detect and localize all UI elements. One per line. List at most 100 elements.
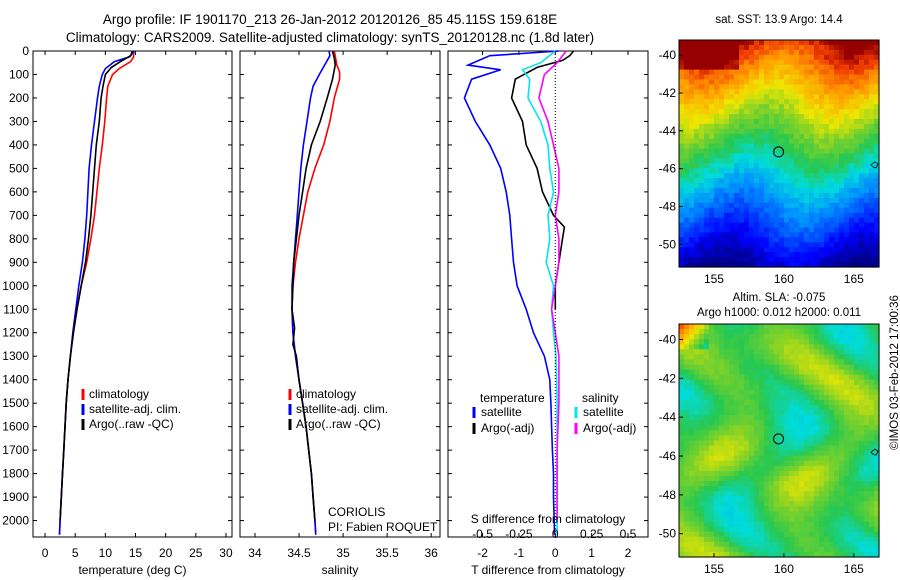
heatmap-cell bbox=[759, 551, 765, 558]
heatmap-cell bbox=[859, 506, 865, 513]
heatmap-cell bbox=[814, 257, 820, 263]
heatmap-cell bbox=[749, 192, 755, 199]
heatmap-cell bbox=[759, 74, 765, 81]
heatmap-cell bbox=[764, 394, 770, 401]
heatmap-cell bbox=[729, 546, 735, 553]
heatmap-cell bbox=[709, 415, 715, 421]
heatmap-cell bbox=[709, 183, 715, 189]
heatmap-cell bbox=[804, 344, 810, 350]
heatmap-cell bbox=[834, 394, 840, 401]
heatmap-cell bbox=[769, 74, 775, 81]
heatmap-cell bbox=[769, 153, 775, 160]
heatmap-cell bbox=[719, 54, 725, 61]
heatmap-cell bbox=[769, 420, 775, 426]
heatmap-cell bbox=[839, 252, 845, 258]
heatmap-cell bbox=[839, 364, 845, 371]
heatmap-cell bbox=[739, 94, 745, 100]
heatmap-cell bbox=[694, 54, 700, 61]
heatmap-cell bbox=[764, 339, 770, 345]
heatmap-cell bbox=[694, 207, 700, 214]
heatmap-cell bbox=[679, 359, 685, 366]
heatmap-cell bbox=[704, 435, 710, 442]
heatmap-cell bbox=[744, 212, 750, 219]
heatmap-cell bbox=[764, 399, 770, 406]
heatmap-cell bbox=[754, 440, 760, 447]
heatmap-cell bbox=[809, 455, 815, 462]
heatmap-cell bbox=[694, 405, 700, 411]
heatmap-cell bbox=[699, 237, 705, 243]
heatmap-cell bbox=[699, 89, 705, 95]
heatmap-cell bbox=[754, 486, 760, 492]
heatmap-cell bbox=[799, 435, 805, 442]
heatmap-cell bbox=[774, 435, 780, 442]
heatmap-cell bbox=[864, 49, 870, 56]
heatmap-cell bbox=[874, 237, 880, 243]
heatmap-cell bbox=[679, 212, 685, 219]
heatmap-cell bbox=[869, 94, 875, 100]
heatmap-cell bbox=[834, 138, 840, 145]
heatmap-cell bbox=[709, 94, 715, 100]
heatmap-cell bbox=[754, 475, 760, 482]
heatmap-cell bbox=[749, 44, 755, 51]
heatmap-cell bbox=[854, 394, 860, 401]
heatmap-cell bbox=[794, 109, 800, 115]
heatmap-cell bbox=[854, 481, 860, 487]
heatmap-cell bbox=[799, 410, 805, 416]
heatmap-cell bbox=[869, 470, 875, 477]
heatmap-cell bbox=[784, 349, 790, 355]
heatmap-cell bbox=[754, 359, 760, 366]
y-tick-label: 1800 bbox=[2, 467, 29, 481]
heatmap-cell bbox=[729, 389, 735, 396]
heatmap-cell bbox=[754, 405, 760, 411]
heatmap-cell bbox=[859, 349, 865, 355]
heatmap-cell bbox=[714, 94, 720, 100]
heatmap-cell bbox=[814, 526, 820, 533]
heatmap-cell bbox=[839, 247, 845, 253]
heatmap-cell bbox=[839, 183, 845, 189]
heatmap-cell bbox=[744, 64, 750, 71]
heatmap-cell bbox=[849, 222, 855, 229]
heatmap-cell bbox=[729, 506, 735, 513]
heatmap-cell bbox=[759, 183, 765, 189]
heatmap-cell bbox=[729, 425, 735, 431]
heatmap-cell bbox=[794, 491, 800, 497]
heatmap-cell bbox=[754, 138, 760, 145]
heatmap-cell bbox=[784, 364, 790, 371]
heatmap-cell bbox=[854, 148, 860, 155]
heatmap-cell bbox=[684, 481, 690, 487]
heatmap-cell bbox=[739, 410, 745, 416]
heatmap-cell bbox=[749, 128, 755, 135]
heatmap-cell bbox=[834, 183, 840, 189]
heatmap-cell bbox=[714, 324, 720, 330]
heatmap-cell bbox=[814, 118, 820, 125]
heatmap-cell bbox=[719, 425, 725, 431]
heatmap-cell bbox=[704, 44, 710, 51]
heatmap-cell bbox=[729, 104, 735, 110]
heatmap-cell bbox=[779, 59, 785, 66]
heatmap-cell bbox=[699, 551, 705, 558]
heatmap-cell bbox=[744, 481, 750, 487]
heatmap-cell bbox=[714, 262, 720, 268]
heatmap-cell bbox=[679, 237, 685, 243]
heatmap-cell bbox=[824, 506, 830, 513]
heatmap-cell bbox=[694, 44, 700, 51]
heatmap-cell bbox=[809, 163, 815, 169]
heatmap-cell bbox=[839, 501, 845, 507]
heatmap-cell bbox=[689, 69, 695, 76]
heatmap-cell bbox=[869, 69, 875, 76]
heatmap-cell bbox=[714, 460, 720, 467]
heatmap-cell bbox=[759, 324, 765, 330]
heatmap-cell bbox=[834, 425, 840, 431]
heatmap-cell bbox=[789, 541, 795, 548]
heatmap-cell bbox=[799, 521, 805, 528]
heatmap-cell bbox=[724, 74, 730, 81]
heatmap-cell bbox=[714, 118, 720, 125]
heatmap-cell bbox=[864, 158, 870, 164]
heatmap-cell bbox=[734, 389, 740, 396]
heatmap-cell bbox=[789, 168, 795, 174]
heatmap-cell bbox=[809, 384, 815, 391]
heatmap-cell bbox=[749, 74, 755, 81]
heatmap-cell bbox=[794, 212, 800, 219]
heatmap-cell bbox=[814, 158, 820, 164]
heatmap-cell bbox=[729, 349, 735, 355]
